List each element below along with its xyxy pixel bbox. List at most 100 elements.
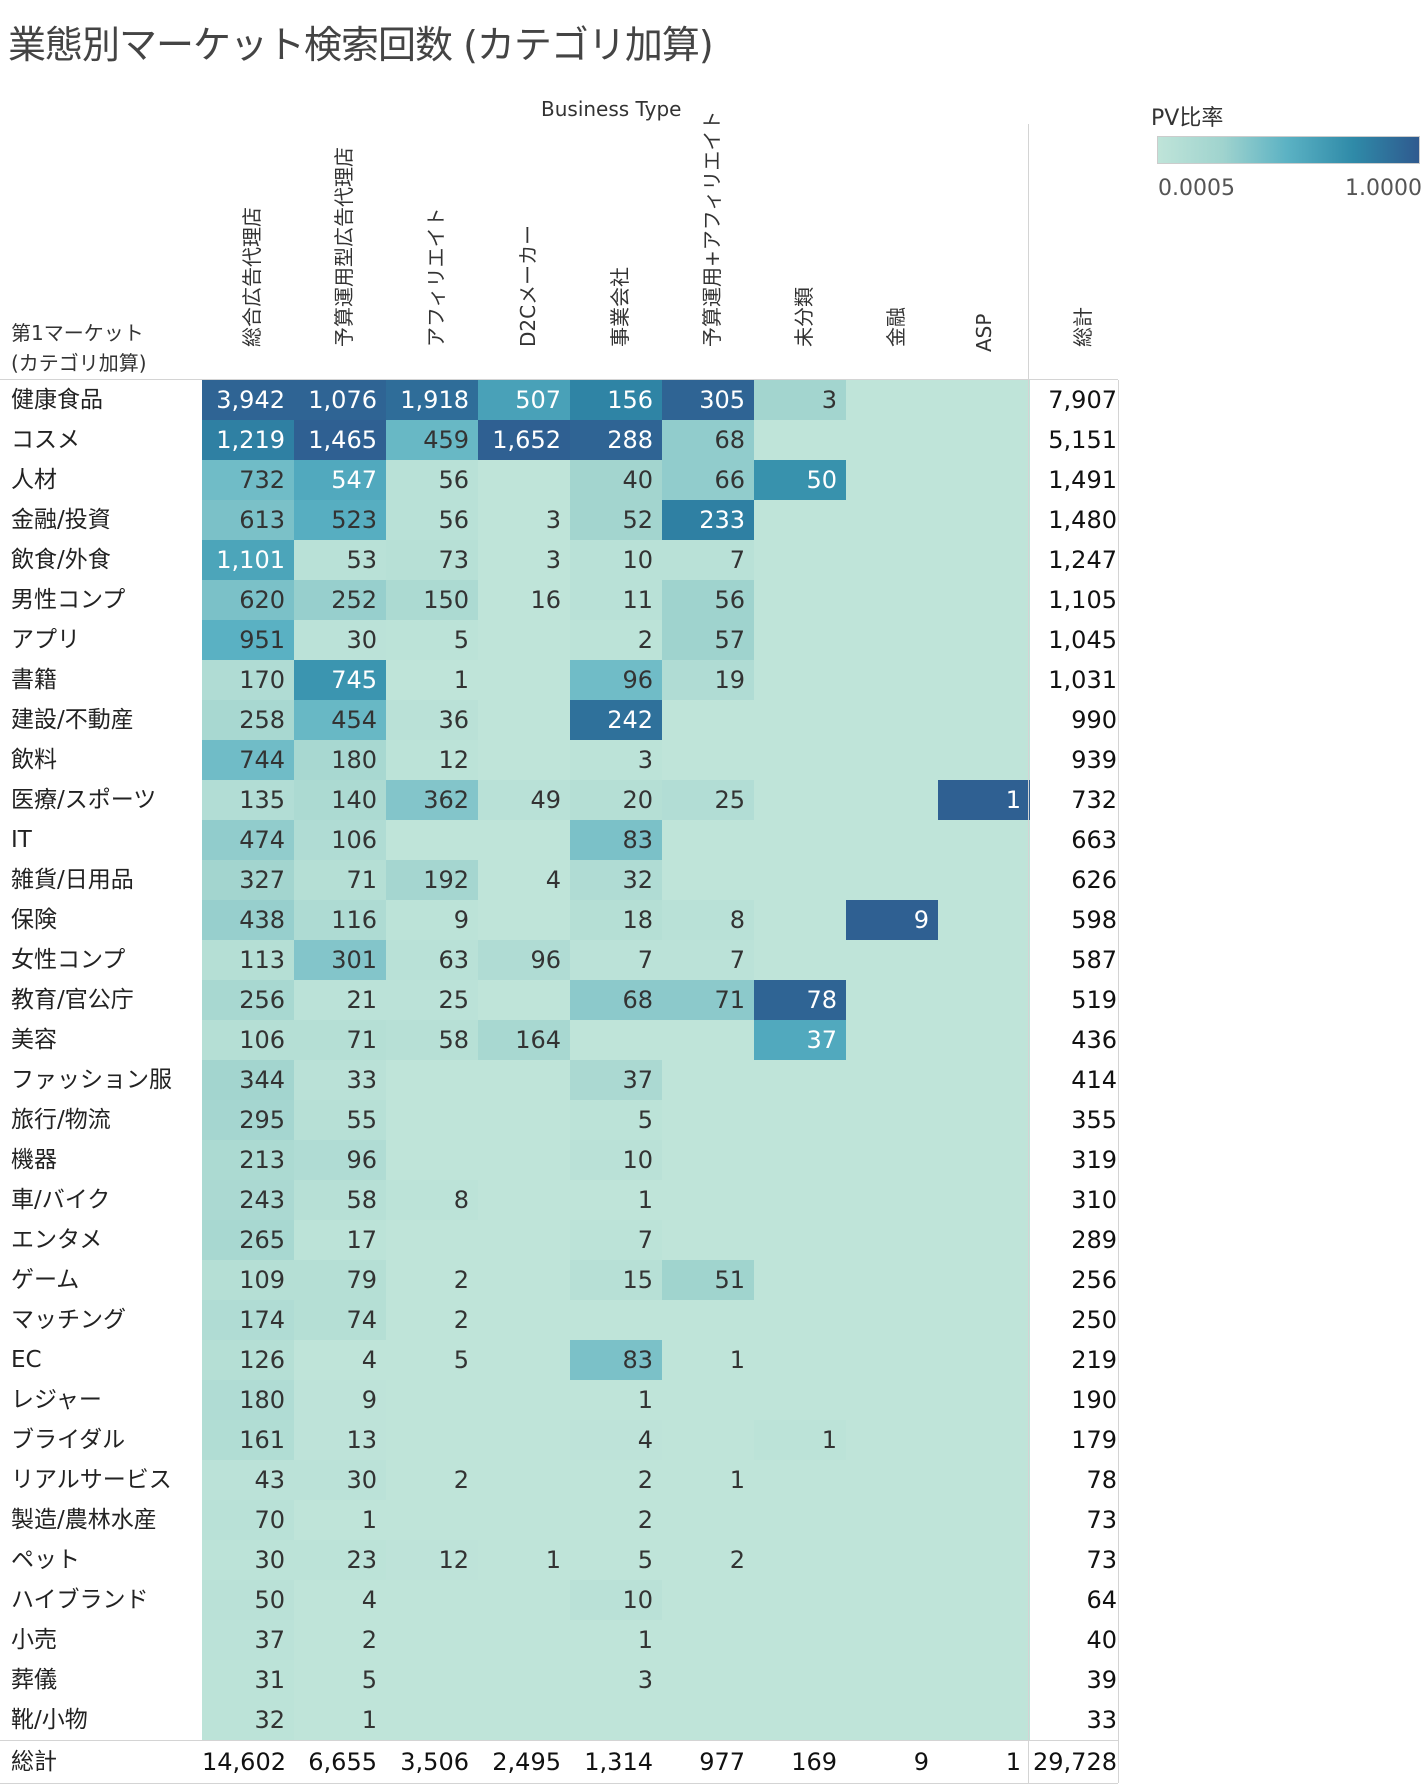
heatmap-cell [478,1180,570,1220]
heatmap-cell [846,1500,938,1540]
heatmap-cell: 1 [729,1346,745,1374]
heatmap-cell: 56 [386,460,478,500]
heatmap-cell [938,1100,1030,1140]
row-total: 179 [1071,1426,1117,1454]
heatmap-cell: 106 [202,1020,294,1060]
heatmap-cell [754,1260,846,1300]
heatmap-cell [478,1100,570,1140]
heatmap-cell: 1,101 [202,540,294,580]
heatmap-cell: 16 [530,586,561,614]
heatmap-cell [386,1060,478,1100]
heatmap-cell [478,1580,570,1620]
row-total: 519 [1071,986,1117,1014]
heatmap-cell [478,1140,570,1180]
heatmap-cell: 11 [570,580,662,620]
legend-color-ramp [1157,136,1420,164]
column-header-label: 総合広告代理店 [240,207,264,347]
heatmap-cell: 37 [202,1620,294,1660]
heatmap-cell [846,1140,938,1180]
heatmap-cell: 32 [202,1700,294,1740]
heatmap-cell [846,1100,938,1140]
heatmap-cell: 13 [294,1420,386,1460]
heatmap-cell [938,940,1030,980]
heatmap-cell: 3 [637,1666,653,1694]
column-total: 1 [1005,1748,1021,1776]
heatmap-cell [662,1660,754,1700]
heatmap-cell: 68 [662,420,754,460]
column-header-label: 未分類 [792,287,816,347]
total-column-header: 総計 [1032,120,1126,376]
heatmap-cell: 523 [294,500,386,540]
heatmap-cell: 12 [386,1540,478,1580]
heatmap-cell [846,1060,938,1100]
heatmap-cell [754,1140,846,1180]
heatmap-cell [938,460,1030,500]
column-total: 6,655 [308,1748,377,1776]
heatmap-cell: 233 [662,500,754,540]
heatmap-cell: 1 [453,666,469,694]
heatmap-cell: 25 [386,980,478,1020]
heatmap-cell: 620 [202,580,294,620]
heatmap-cell [754,1700,846,1740]
heatmap-cell [846,1340,938,1380]
heatmap-cell: 2 [570,620,662,660]
heatmap-cell [478,980,570,1020]
heatmap-cell [754,1540,846,1580]
row-label: ハイブランド [11,1587,149,1613]
heatmap-cell: 745 [294,660,386,700]
heatmap-cell [386,1700,478,1740]
heatmap-cell [938,700,1030,740]
heatmap-cell: 1,076 [294,380,386,420]
heatmap-cell [846,1540,938,1580]
row-label: ペット [11,1547,80,1573]
heatmap-cell: 8 [662,900,754,940]
heatmap-cell [754,1380,846,1420]
heatmap-cell: 150 [386,580,478,620]
heatmap-cell: 79 [294,1260,386,1300]
totals-divider [0,1740,1118,1741]
heatmap-cell: 454 [294,700,386,740]
heatmap-cell [938,1700,1030,1740]
heatmap-cell [754,860,846,900]
heatmap-cell [938,1540,1030,1580]
heatmap-cell [662,1300,754,1340]
heatmap-cell [662,1380,754,1420]
heatmap-cell [754,1060,846,1100]
column-header-label: アフィリエイト [424,207,448,347]
heatmap-cell: 37 [570,1060,662,1100]
heatmap-cell: 243 [202,1180,294,1220]
heatmap-cell [938,820,1030,860]
column-header-label: 予算運用型広告代理店 [332,147,356,347]
row-total: 7,907 [1048,386,1117,414]
heatmap-cell [846,700,938,740]
column-header: 事業会社 [570,120,662,376]
row-label: 製造/農林水産 [11,1507,157,1533]
heatmap-cell [478,1220,570,1260]
heatmap-cell [938,1620,1030,1660]
heatmap-cell [570,1020,662,1060]
row-total: 319 [1071,1146,1117,1174]
heatmap-cell: 327 [202,860,294,900]
column-header: 予算運用+アフィリエイト [662,111,754,376]
heatmap-cell [846,380,938,420]
row-total: 289 [1071,1226,1117,1254]
row-total: 1,480 [1048,506,1117,534]
column-header: D2Cメーカー [478,120,570,376]
heatmap-cell: 3 [545,506,561,534]
heatmap-cell: 344 [202,1060,294,1100]
column-header: アフィリエイト [386,120,478,376]
heatmap-cell: 2 [453,1306,469,1334]
heatmap-cell: 1,918 [386,380,478,420]
heatmap-cell [938,1180,1030,1220]
heatmap-cell [846,940,938,980]
heatmap-cell: 18 [570,900,662,940]
heatmap-cell: 17 [294,1220,386,1260]
row-total: 1,491 [1048,466,1117,494]
heatmap-cell: 305 [662,380,754,420]
heatmap-cell [846,660,938,700]
heatmap-cell: 2 [453,1466,469,1494]
heatmap-cell [478,900,570,940]
row-total: 414 [1071,1066,1117,1094]
heatmap-cell [846,1620,938,1660]
heatmap-cell [662,860,754,900]
